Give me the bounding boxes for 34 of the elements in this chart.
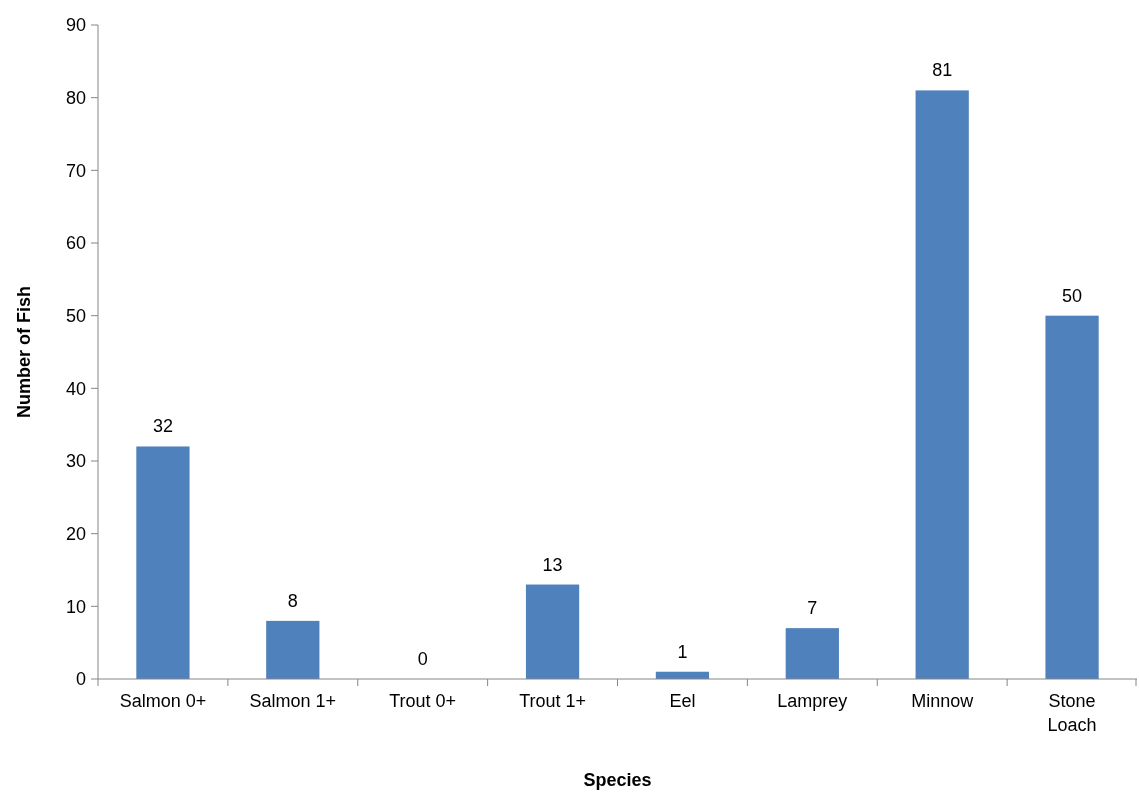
x-tick-label: Trout 1+ bbox=[519, 691, 586, 711]
y-tick-label: 20 bbox=[65, 523, 86, 544]
bar bbox=[785, 628, 839, 679]
bar bbox=[1045, 315, 1099, 679]
y-tick-label: 70 bbox=[65, 160, 86, 181]
bar bbox=[525, 584, 580, 679]
y-axis-title: Number of Fish bbox=[14, 285, 34, 419]
y-tick-label: 90 bbox=[65, 15, 86, 36]
x-tick-label: Lamprey bbox=[777, 691, 848, 711]
y-tick-label: 10 bbox=[65, 596, 86, 617]
data-label: 7 bbox=[807, 598, 818, 619]
x-tick-label: Salmon 1+ bbox=[249, 691, 337, 711]
x-axis-title: Species bbox=[583, 770, 652, 790]
bar bbox=[915, 90, 969, 679]
y-tick-label: 40 bbox=[65, 378, 86, 399]
data-label: 13 bbox=[542, 554, 563, 575]
data-label: 50 bbox=[1062, 285, 1083, 306]
y-tick-label: 80 bbox=[65, 87, 86, 108]
bar bbox=[266, 620, 320, 679]
x-tick-label: Minnow bbox=[911, 691, 975, 711]
x-tick-label: Stone Loach bbox=[1047, 691, 1097, 735]
y-tick-label: 60 bbox=[65, 233, 86, 254]
bar bbox=[136, 446, 190, 679]
x-tick-label: Eel bbox=[669, 691, 696, 711]
data-label: 1 bbox=[677, 641, 688, 662]
data-label: 8 bbox=[287, 590, 298, 611]
data-label: 0 bbox=[417, 649, 428, 669]
x-tick-label: Salmon 0+ bbox=[119, 691, 207, 711]
y-tick-label: 50 bbox=[65, 305, 86, 326]
data-label: 81 bbox=[932, 60, 953, 81]
y-tick-label: 30 bbox=[65, 451, 86, 472]
y-tick-label: 0 bbox=[75, 669, 86, 690]
data-label: 32 bbox=[152, 416, 173, 437]
x-tick-label: Trout 0+ bbox=[389, 691, 457, 711]
